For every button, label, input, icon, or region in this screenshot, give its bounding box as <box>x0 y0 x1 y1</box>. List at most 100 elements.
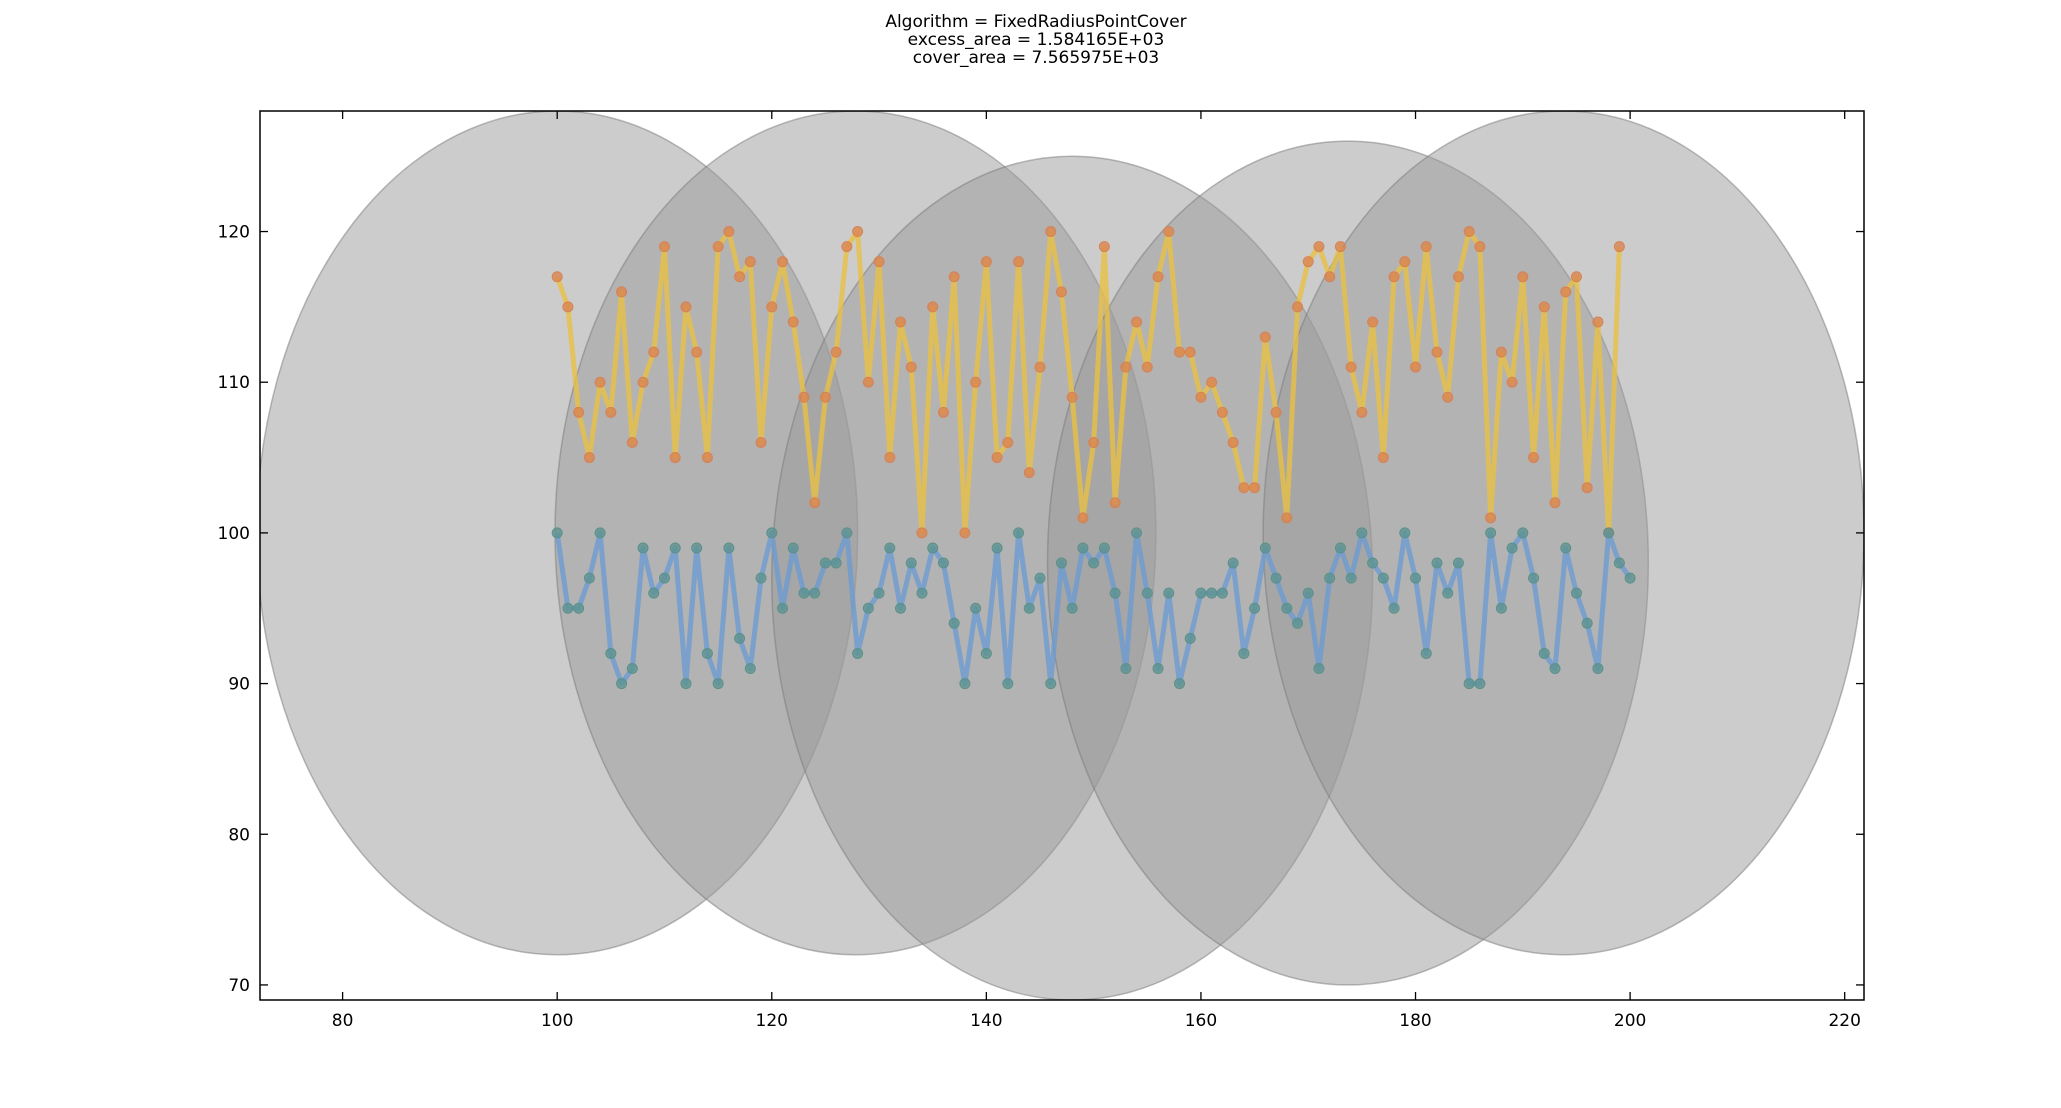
data-point <box>1345 572 1357 584</box>
data-point <box>852 226 864 238</box>
data-point <box>1302 256 1314 268</box>
data-point <box>691 542 703 554</box>
data-point <box>1120 663 1132 675</box>
data-point <box>551 271 563 283</box>
data-point <box>723 226 735 238</box>
data-point <box>1624 572 1636 584</box>
data-point <box>1485 527 1497 539</box>
data-point <box>1120 361 1132 373</box>
data-point <box>1270 572 1282 584</box>
chart-title: Algorithm = FixedRadiusPointCover <box>885 12 1186 32</box>
data-point <box>680 301 692 313</box>
data-point <box>1045 226 1057 238</box>
data-point <box>830 557 842 569</box>
cover-circle <box>1262 111 1864 956</box>
data-point <box>1538 647 1550 659</box>
data-point <box>701 647 713 659</box>
data-point <box>1495 602 1507 614</box>
data-point <box>1131 527 1143 539</box>
data-point <box>980 647 992 659</box>
data-point <box>1206 376 1218 388</box>
data-point <box>1249 482 1261 494</box>
data-point <box>594 376 606 388</box>
data-point <box>1292 617 1304 629</box>
x-tick-label: 80 <box>332 1011 354 1031</box>
data-point <box>1463 226 1475 238</box>
data-point <box>1002 678 1014 690</box>
data-point <box>1603 527 1615 539</box>
data-point <box>648 346 660 358</box>
data-point <box>1098 241 1110 253</box>
data-point <box>1367 557 1379 569</box>
data-point <box>744 256 756 268</box>
data-point <box>1173 678 1185 690</box>
data-point <box>626 663 638 675</box>
data-point <box>1055 557 1067 569</box>
data-point <box>1270 406 1282 418</box>
data-point <box>562 602 574 614</box>
data-point <box>1281 512 1293 524</box>
data-point <box>658 572 670 584</box>
data-point <box>573 406 585 418</box>
data-point <box>583 452 595 464</box>
data-point <box>1324 271 1336 283</box>
data-point <box>1356 527 1368 539</box>
data-point <box>1377 452 1389 464</box>
data-point <box>1216 406 1228 418</box>
data-point <box>970 376 982 388</box>
data-point <box>809 587 821 599</box>
data-point <box>1034 572 1046 584</box>
data-point <box>605 647 617 659</box>
data-point <box>1098 542 1110 554</box>
data-point <box>1259 331 1271 343</box>
data-point <box>1227 557 1239 569</box>
data-point <box>1528 452 1540 464</box>
data-point <box>1313 663 1325 675</box>
data-point <box>1034 361 1046 373</box>
data-point <box>1249 602 1261 614</box>
x-tick-label: 180 <box>1399 1011 1431 1031</box>
data-point <box>1399 527 1411 539</box>
data-point <box>1066 391 1078 403</box>
data-point <box>1334 241 1346 253</box>
data-point <box>1495 346 1507 358</box>
data-point <box>1088 436 1100 448</box>
data-point <box>1292 301 1304 313</box>
data-point <box>787 316 799 328</box>
x-tick-label: 100 <box>541 1011 573 1031</box>
data-point <box>616 286 628 298</box>
data-point <box>1238 482 1250 494</box>
x-tick-label: 120 <box>756 1011 788 1031</box>
data-point <box>1420 647 1432 659</box>
data-point <box>1195 587 1207 599</box>
data-point <box>744 663 756 675</box>
data-point <box>573 602 585 614</box>
data-point <box>959 678 971 690</box>
data-point <box>1452 271 1464 283</box>
data-point <box>1281 602 1293 614</box>
data-point <box>637 376 649 388</box>
data-point <box>1528 572 1540 584</box>
data-point <box>712 241 724 253</box>
data-point <box>1452 557 1464 569</box>
data-point <box>1141 587 1153 599</box>
data-point <box>1163 587 1175 599</box>
data-point <box>766 527 778 539</box>
data-point <box>895 316 907 328</box>
data-point <box>1152 663 1164 675</box>
data-point <box>819 391 831 403</box>
data-point <box>1055 286 1067 298</box>
data-point <box>1023 602 1035 614</box>
data-point <box>583 572 595 584</box>
data-point <box>1356 406 1368 418</box>
data-point <box>1538 301 1550 313</box>
data-point <box>1216 587 1228 599</box>
data-point <box>1259 542 1271 554</box>
data-point <box>637 542 649 554</box>
data-point <box>1485 512 1497 524</box>
data-point <box>1560 286 1572 298</box>
data-point <box>991 542 1003 554</box>
data-point <box>562 301 574 313</box>
